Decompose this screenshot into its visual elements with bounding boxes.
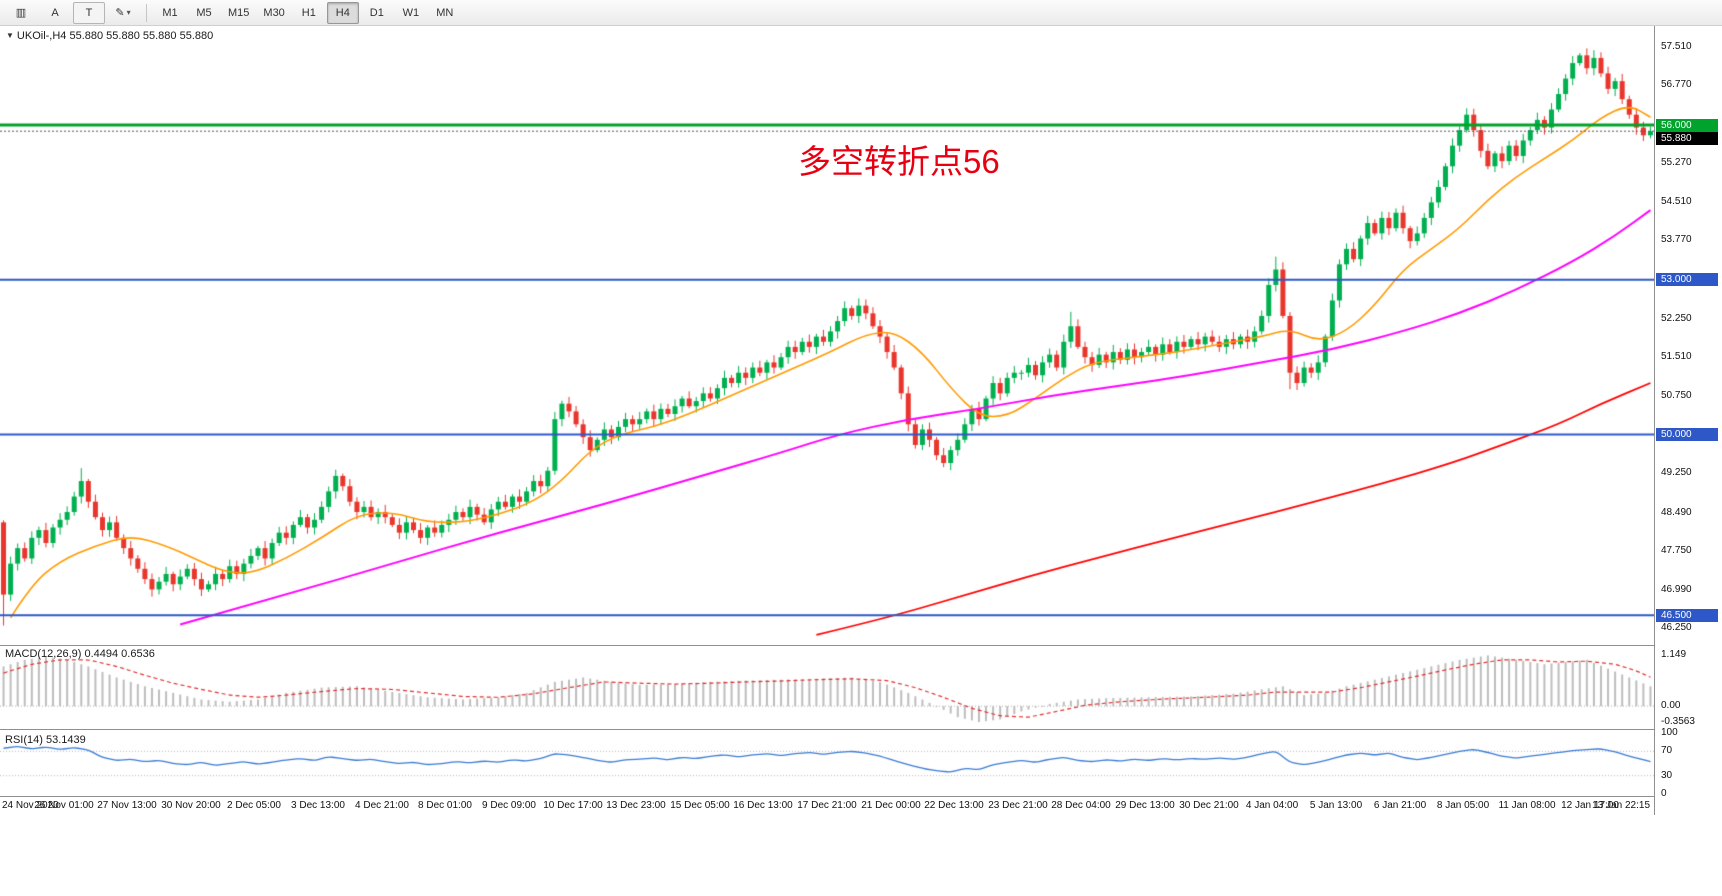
time-label: 12 Jan 17:00 <box>1561 800 1619 811</box>
symbol-quote-text: UKOil-,H4 55.880 55.880 55.880 55.880 <box>16 30 214 42</box>
time-label: 8 Jan 05:00 <box>1436 800 1490 811</box>
time-label: 15 Dec 05:00 <box>670 800 730 811</box>
time-label: 3 Dec 13:00 <box>291 800 345 811</box>
time-label: 13 Jan 22:15 <box>1592 800 1650 811</box>
toolbar-separator <box>146 3 147 22</box>
time-label: 4 Dec 21:00 <box>355 800 409 811</box>
rsi-axis-label: 100 <box>1661 727 1678 738</box>
price-tick-label: 47.750 <box>1661 545 1692 556</box>
time-axis[interactable]: 24 Nov 2020 26 Nov 01:00 27 Nov 13:00 30 No… <box>0 796 1654 816</box>
main-toolbar: ▥ A T ✎ ▾ M1 M5 M15 M30 H1 H4 D1 W1 MN <box>0 0 1722 26</box>
timeframe-button-m1[interactable]: M1 <box>162 6 178 19</box>
price-tick-label: 51.510 <box>1661 351 1692 362</box>
time-label: 8 Dec 01:00 <box>418 800 472 811</box>
price-tick-label: 56.770 <box>1661 79 1692 90</box>
panel-separator-rsi[interactable] <box>0 729 1654 730</box>
time-label: 13 Dec 23:00 <box>606 800 666 811</box>
time-label: 30 Dec 21:00 <box>1179 800 1239 811</box>
hline-price-badge: 50.000 <box>1656 428 1718 441</box>
time-label: 17 Dec 21:00 <box>797 800 857 811</box>
price-tick-label: 54.510 <box>1661 196 1692 207</box>
text-tool-button[interactable]: T <box>73 1 105 24</box>
time-label: 23 Dec 21:00 <box>988 800 1048 811</box>
price-tick-label: 50.750 <box>1661 390 1692 401</box>
timeframe-button-h1[interactable]: H1 <box>301 6 316 19</box>
timeframe-button-d1[interactable]: D1 <box>369 6 384 19</box>
time-label: 24 Nov 2020 <box>2 800 59 811</box>
time-label: 22 Dec 13:00 <box>924 800 984 811</box>
time-label: 29 Dec 13:00 <box>1115 800 1175 811</box>
time-label: 6 Jan 21:00 <box>1373 800 1427 811</box>
collapse-triangle-icon[interactable]: ▼ <box>6 31 14 40</box>
rsi-indicator-label: RSI(14) 53.1439 <box>5 734 86 746</box>
timeframe-button-m15[interactable]: M15 <box>228 6 250 19</box>
time-label: 30 Nov 20:00 <box>161 800 221 811</box>
chart-region: ▼ UKOil-,H4 55.880 55.880 55.880 55.880 多… <box>0 26 1722 816</box>
time-label: 27 Nov 13:00 <box>97 800 157 811</box>
draw-color-tool-button[interactable]: ✎ ▾ <box>107 2 139 24</box>
timeframe-group: M1 M5 M15 M30 H1 H4 D1 W1 MN <box>153 1 462 24</box>
time-label: 28 Dec 04:00 <box>1051 800 1111 811</box>
panel-separator-macd[interactable] <box>0 645 1654 646</box>
price-tick-label: 46.990 <box>1661 584 1692 595</box>
timeframe-button-m30[interactable]: M30 <box>263 6 285 19</box>
timeframe-button-w1[interactable]: W1 <box>402 6 420 19</box>
chart-annotation-text[interactable]: 多空转折点56 <box>798 143 1000 180</box>
timeframe-button-h4[interactable]: H4 <box>326 1 359 24</box>
macd-axis-label: 1.149 <box>1661 649 1687 660</box>
time-label: 2 Dec 05:00 <box>227 800 281 811</box>
last-price-badge: 55.880 <box>1656 132 1718 145</box>
crayon-icon: ✎ <box>115 7 125 19</box>
chevron-down-icon: ▾ <box>126 8 131 17</box>
time-label: 26 Nov 01:00 <box>34 800 94 811</box>
time-label: 21 Dec 00:00 <box>861 800 921 811</box>
time-label: 16 Dec 13:00 <box>733 800 793 811</box>
price-tick-label: 57.510 <box>1661 41 1692 52</box>
timeframe-button-mn[interactable]: MN <box>436 6 454 19</box>
candlestick-chart-canvas[interactable] <box>0 26 1654 796</box>
rsi-axis-label: 70 <box>1661 745 1673 756</box>
hline-price-badge: 46.500 <box>1656 609 1718 622</box>
time-label: 10 Dec 17:00 <box>543 800 603 811</box>
macd-indicator-label: MACD(12,26,9) 0.4494 0.6536 <box>5 648 155 660</box>
price-tick-label: 55.270 <box>1661 157 1692 168</box>
price-tick-label: 46.250 <box>1661 622 1692 633</box>
cursor-tool-button[interactable]: A <box>51 6 59 19</box>
price-tick-label: 52.250 <box>1661 313 1692 324</box>
hline-price-badge: 56.000 <box>1656 119 1718 132</box>
chart-title: ▼ UKOil-,H4 55.880 55.880 55.880 55.880 <box>6 30 213 42</box>
price-tick-label: 49.250 <box>1661 467 1692 478</box>
macd-axis-label: 0.00 <box>1661 700 1681 711</box>
chart-window-icon[interactable]: ▥ <box>15 7 27 19</box>
time-label: 4 Jan 04:00 <box>1245 800 1299 811</box>
hline-price-badge: 53.000 <box>1656 273 1718 286</box>
time-label: 5 Jan 13:00 <box>1309 800 1363 811</box>
time-label: 11 Jan 08:00 <box>1498 800 1556 811</box>
price-axis[interactable]: 57.510 56.770 55.270 54.510 53.770 52.250 51.5… <box>1654 26 1722 815</box>
price-tick-label: 53.770 <box>1661 234 1692 245</box>
rsi-axis-label: 0 <box>1661 788 1667 799</box>
time-label: 9 Dec 09:00 <box>482 800 536 811</box>
price-tick-label: 48.490 <box>1661 507 1692 518</box>
rsi-axis-label: 30 <box>1661 770 1673 781</box>
macd-axis-label: -0.3563 <box>1661 716 1695 727</box>
timeframe-button-m5[interactable]: M5 <box>196 6 212 19</box>
